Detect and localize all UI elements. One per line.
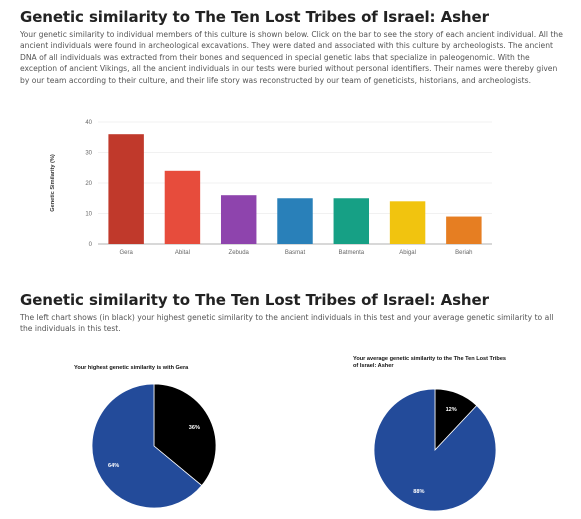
average-similarity-pie-chart: Your average genetic similarity to the T…: [353, 356, 506, 512]
bar-abigal[interactable]: [389, 201, 426, 244]
x-tick-label: Batmenta: [338, 250, 364, 256]
section-individual-similarity: Genetic similarity to The Ten Lost Tribe…: [20, 8, 568, 86]
pie-title: Your average genetic similarity to the T…: [353, 356, 506, 362]
y-tick-label: 10: [85, 212, 92, 218]
section-summary-similarity: Genetic similarity to The Ten Lost Tribe…: [20, 291, 568, 335]
pie-title: of Israel: Asher: [353, 363, 394, 369]
pie-slice-label: 88%: [413, 489, 424, 495]
pie-slice-label: 12%: [446, 407, 457, 413]
x-tick-label: Abigal: [399, 250, 416, 256]
pie-slice[interactable]: [153, 383, 217, 487]
bar-beriah[interactable]: [446, 216, 482, 244]
bar-basmat[interactable]: [277, 198, 313, 244]
x-tick-label: Zebuda: [229, 250, 250, 256]
x-tick-label: Beriah: [455, 250, 472, 256]
y-axis-label: Genetic Similarity (%): [50, 154, 56, 212]
pie-slice[interactable]: [91, 383, 203, 509]
pie-slice-label: 36%: [189, 425, 200, 431]
section-description: Your genetic similarity to individual me…: [20, 30, 563, 85]
pie-slice-label: 64%: [108, 463, 119, 469]
section-title: Genetic similarity to The Ten Lost Tribe…: [20, 8, 489, 26]
bar-chart: 0 10 20 30 40 Genetic Similarity (%) Gera Abita…: [50, 120, 492, 256]
pie-title: Your highest genetic similarity is with …: [74, 365, 189, 371]
bar-abital[interactable]: [164, 170, 201, 244]
y-tick-label: 40: [85, 120, 92, 126]
y-tick-label: 0: [89, 242, 93, 248]
x-tick-label: Basmat: [285, 250, 306, 256]
bar-batmenta[interactable]: [333, 198, 370, 244]
pie-slice[interactable]: [373, 388, 497, 512]
section-title: Genetic similarity to The Ten Lost Tribe…: [20, 291, 489, 309]
bar-zebuda[interactable]: [220, 195, 257, 244]
section-description: The left chart shows (in black) your hig…: [20, 313, 554, 334]
y-tick-label: 30: [85, 151, 92, 157]
x-tick-label: Abital: [175, 250, 190, 256]
x-tick-label: Gera: [119, 250, 133, 256]
highest-similarity-pie-chart: Your highest genetic similarity is with …: [74, 365, 217, 509]
bar-gera[interactable]: [108, 134, 144, 244]
y-tick-label: 20: [85, 181, 92, 187]
